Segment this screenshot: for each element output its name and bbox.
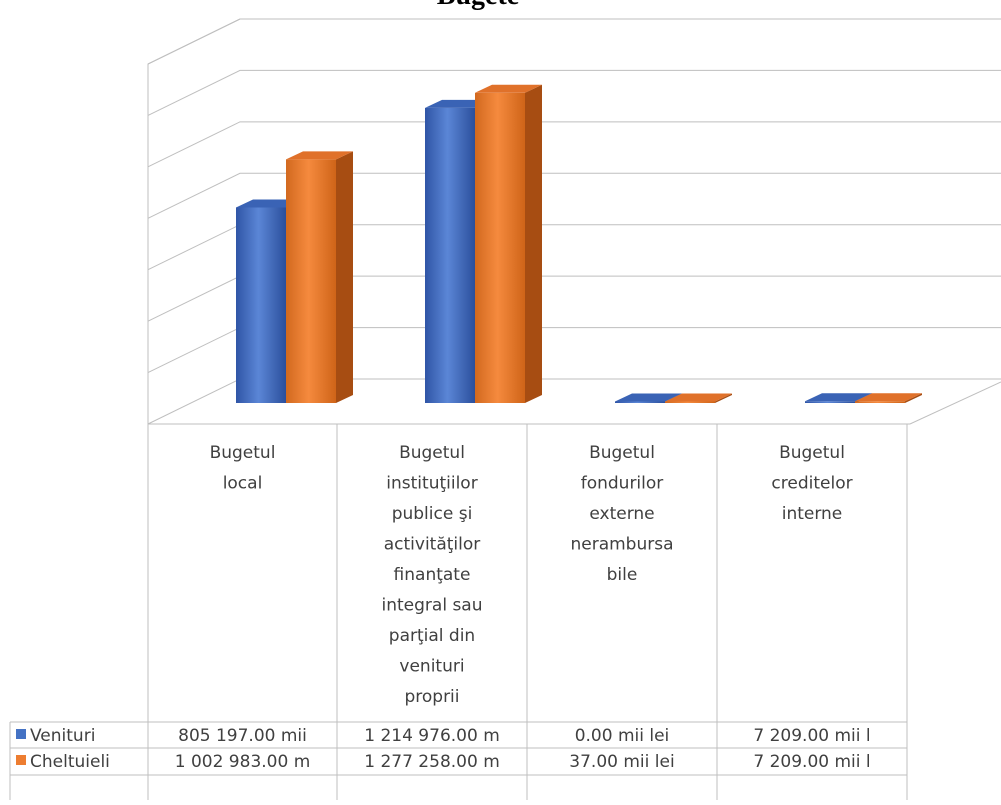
- category-label: bile: [607, 565, 638, 585]
- bar-front: [475, 92, 525, 403]
- bar-top: [286, 151, 353, 160]
- category-label: instituţiilor: [386, 474, 477, 494]
- category-label: parţial din: [389, 626, 475, 646]
- data-label: 37.00 mii lei: [569, 752, 674, 772]
- gridline: [147, 69, 1001, 116]
- category-label: interne: [782, 504, 843, 524]
- data-label: 805 197.00 mii: [178, 726, 307, 746]
- category-label: activităţilor: [384, 535, 481, 555]
- floor-front-edge: [148, 381, 1001, 425]
- category-label: proprii: [404, 687, 459, 707]
- category-label: Bugetul: [210, 443, 276, 463]
- legend-label-venituri: Venituri: [30, 726, 95, 746]
- category-label: publice şi: [392, 504, 473, 524]
- legend-key-cheltuieli: [16, 755, 26, 765]
- bar-front: [286, 159, 336, 403]
- data-label: 1 002 983.00 m: [175, 752, 311, 772]
- bar-top: [665, 393, 732, 402]
- gridline: [147, 121, 1001, 168]
- data-label: 1 277 258.00 m: [364, 752, 500, 772]
- bar-front: [855, 401, 905, 403]
- bar-side: [905, 393, 922, 403]
- bar-side: [525, 84, 542, 403]
- bar-cheltuieli-1: [286, 151, 353, 403]
- category-label: venituri: [399, 657, 464, 677]
- bar-side: [715, 393, 732, 403]
- bar-front: [236, 207, 286, 403]
- bar-front: [425, 107, 475, 404]
- bar-top: [855, 393, 922, 402]
- left-wall-edge: [147, 18, 241, 424]
- bar-cheltuieli-4: [855, 393, 922, 403]
- category-label: externe: [589, 504, 654, 524]
- legend-key-venituri: [16, 729, 26, 739]
- data-table: Bugetul local Bugetul instituţiilor publice …: [9, 424, 908, 800]
- bar-front: [615, 401, 665, 403]
- bar-top: [805, 393, 872, 402]
- gridline: [147, 172, 1001, 219]
- bar-front: [665, 401, 715, 403]
- category-label: Bugetul: [399, 443, 465, 463]
- bar-cheltuieli-3: [665, 393, 732, 403]
- category-label: fondurilor: [581, 474, 664, 494]
- bar-top: [615, 393, 682, 402]
- category-label: nerambursa: [570, 535, 673, 555]
- data-label: 7 209.00 mii l: [753, 726, 870, 746]
- gridline: [147, 18, 1001, 65]
- legend-label-cheltuieli: Cheltuieli: [30, 752, 110, 772]
- bar-front: [805, 401, 855, 403]
- category-label: Bugetul: [779, 443, 845, 463]
- chart-title: Bugete: [437, 0, 519, 11]
- category-label: Bugetul: [589, 443, 655, 463]
- bar-top: [475, 84, 542, 93]
- data-label: 1 214 976.00 m: [364, 726, 500, 746]
- category-label: creditelor: [771, 474, 852, 494]
- category-label: integral sau: [382, 596, 483, 616]
- bars-layer: [236, 84, 922, 404]
- bar-cheltuieli-2: [475, 84, 542, 403]
- bar-side: [336, 151, 353, 403]
- category-label: finanţate: [394, 565, 471, 585]
- category-label: local: [223, 474, 263, 494]
- data-label: 7 209.00 mii l: [753, 752, 870, 772]
- data-label: 0.00 mii lei: [575, 726, 670, 746]
